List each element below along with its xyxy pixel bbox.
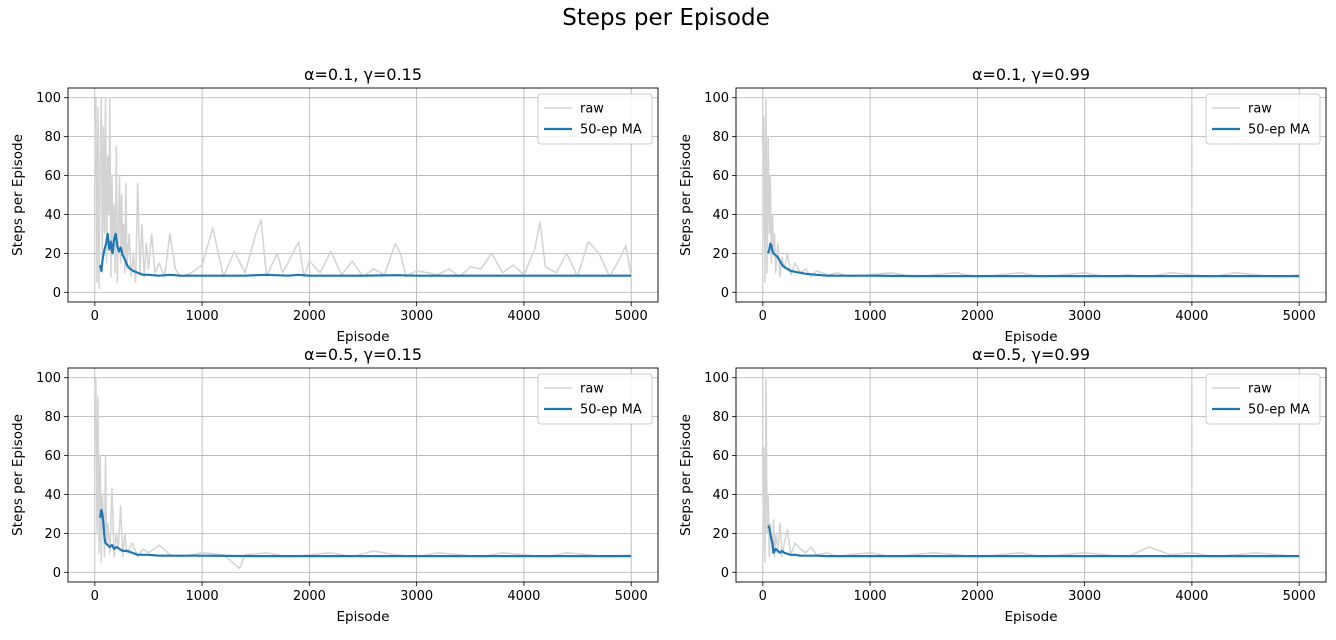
x-tick-label: 2000 <box>961 309 994 324</box>
y-tick-label: 20 <box>712 527 729 542</box>
legend-label: raw <box>580 382 604 397</box>
subplot-1: 0 1000 2000 3000 4000 5000 0 20 40 60 80 100 α=0.1, … <box>10 65 659 345</box>
legend-label: raw <box>1248 382 1272 397</box>
y-tick-label: 100 <box>36 371 61 386</box>
legend: raw 50-ep MA <box>1205 93 1321 145</box>
y-tick-label: 100 <box>704 371 729 386</box>
y-tick-label: 40 <box>44 208 61 223</box>
x-tick-label: 0 <box>759 309 767 324</box>
legend: raw 50-ep MA <box>537 93 653 145</box>
legend-label: 50-ep MA <box>580 403 642 418</box>
axes-frame <box>735 367 1327 583</box>
x-axis-label: Episode <box>1004 329 1057 345</box>
y-tick-label: 80 <box>44 410 61 425</box>
y-tick-label: 0 <box>721 566 729 581</box>
legend: raw 50-ep MA <box>537 373 653 425</box>
x-tick-label: 4000 <box>1175 589 1208 604</box>
x-tick-label: 1000 <box>854 589 887 604</box>
y-tick-label: 60 <box>44 169 61 184</box>
x-tick-label: 3000 <box>400 309 433 324</box>
axes-frame <box>735 87 1327 303</box>
x-tick-label: 5000 <box>615 309 648 324</box>
moving-average-line <box>99 232 632 277</box>
y-tick-label: 40 <box>712 208 729 223</box>
y-tick-label: 0 <box>721 286 729 301</box>
legend-label: raw <box>580 102 604 117</box>
subplot-3: 0 1000 2000 3000 4000 5000 0 20 40 60 80 100 α=0.5, … <box>10 345 659 625</box>
legend-box <box>1205 93 1321 145</box>
subplot-title: α=0.1, γ=0.15 <box>304 65 422 84</box>
x-axis-label: Episode <box>1004 609 1057 625</box>
legend-label: 50-ep MA <box>580 123 642 138</box>
subplot-title: α=0.5, γ=0.99 <box>972 345 1090 364</box>
x-tick-label: 5000 <box>615 589 648 604</box>
x-tick-label: 0 <box>759 589 767 604</box>
x-tick-label: 2000 <box>293 589 326 604</box>
y-tick-label: 40 <box>712 488 729 503</box>
y-tick-label: 80 <box>44 130 61 145</box>
y-tick-label: 20 <box>712 247 729 262</box>
legend-label: raw <box>1248 102 1272 117</box>
subplot-4: 0 1000 2000 3000 4000 5000 0 20 40 60 80 100 α=0.5, … <box>678 345 1327 625</box>
x-tick-label: 1000 <box>186 589 219 604</box>
legend-box <box>537 93 653 145</box>
figure-suptitle: Steps per Episode <box>562 5 770 31</box>
x-tick-label: 3000 <box>1068 589 1101 604</box>
y-tick-label: 60 <box>44 449 61 464</box>
x-tick-label: 4000 <box>1175 309 1208 324</box>
moving-average-line <box>767 242 1300 278</box>
y-tick-label: 60 <box>712 449 729 464</box>
y-axis-label: Steps per Episode <box>10 134 26 256</box>
legend-label: 50-ep MA <box>1248 403 1310 418</box>
axes-frame <box>67 367 659 583</box>
y-tick-label: 40 <box>44 488 61 503</box>
x-tick-label: 1000 <box>854 309 887 324</box>
legend-label: 50-ep MA <box>1248 123 1310 138</box>
y-tick-label: 100 <box>36 91 61 106</box>
x-tick-label: 4000 <box>507 309 540 324</box>
x-tick-label: 2000 <box>293 309 326 324</box>
x-axis-label: Episode <box>336 329 389 345</box>
x-axis-label: Episode <box>336 609 389 625</box>
x-tick-label: 3000 <box>1068 309 1101 324</box>
subplot-2: 0 1000 2000 3000 4000 5000 0 20 40 60 80 100 α=0.1, … <box>678 65 1327 345</box>
x-tick-label: 1000 <box>186 309 219 324</box>
x-tick-label: 2000 <box>961 589 994 604</box>
subplot-title: α=0.1, γ=0.99 <box>972 65 1090 84</box>
x-tick-label: 5000 <box>1283 309 1316 324</box>
moving-average-line <box>99 508 632 558</box>
moving-average-line <box>767 525 1300 558</box>
legend: raw 50-ep MA <box>1205 373 1321 425</box>
axes-frame <box>67 87 659 303</box>
y-axis-label: Steps per Episode <box>678 414 694 536</box>
y-tick-label: 80 <box>712 410 729 425</box>
y-axis-label: Steps per Episode <box>10 414 26 536</box>
y-tick-label: 20 <box>44 247 61 262</box>
legend-box <box>537 373 653 425</box>
y-tick-label: 20 <box>44 527 61 542</box>
y-tick-label: 0 <box>53 286 61 301</box>
x-tick-label: 4000 <box>507 589 540 604</box>
x-tick-label: 0 <box>91 589 99 604</box>
x-tick-label: 0 <box>91 309 99 324</box>
y-tick-label: 100 <box>704 91 729 106</box>
x-tick-label: 5000 <box>1283 589 1316 604</box>
subplot-title: α=0.5, γ=0.15 <box>304 345 422 364</box>
y-tick-label: 0 <box>53 566 61 581</box>
y-axis-label: Steps per Episode <box>678 134 694 256</box>
legend-box <box>1205 373 1321 425</box>
x-tick-label: 3000 <box>400 589 433 604</box>
y-tick-label: 60 <box>712 169 729 184</box>
y-tick-label: 80 <box>712 130 729 145</box>
